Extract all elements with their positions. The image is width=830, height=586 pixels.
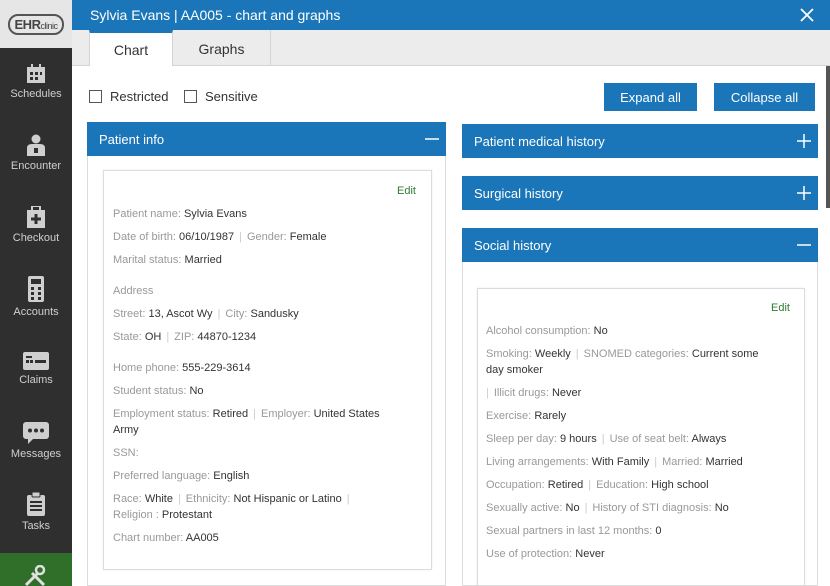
drugs-row: | Illicit drugs: Never [486,387,582,399]
sexual-activity-row: Sexually active: No | History of STI diagn… [486,502,729,514]
medical-history-title: Patient medical history [474,133,605,149]
ssn-row: SSN: [113,447,139,459]
restricted-label: Restricted [110,89,169,104]
language-row: Preferred language: English [113,470,250,482]
social-history-title: Social history [474,237,552,253]
title-bar: Sylvia Evans | AA005 - chart and graphs [72,0,830,30]
social-history-edit-link[interactable]: Edit [771,302,790,314]
nav-label-tasks: Tasks [21,520,51,532]
sensitive-filter[interactable]: Sensitive [184,89,258,104]
surgical-history-title: Surgical history [474,185,563,201]
alcohol-row: Alcohol consumption: No [486,325,608,337]
phone-row: Home phone: 555-229-3614 [113,362,251,374]
nav-item-tools[interactable] [0,553,72,586]
nav-item-tasks[interactable]: Tasks [0,492,72,532]
logo-suffix: clinic [40,20,58,31]
patient-info-card: Edit Patient name: Sylvia Evans Date of … [103,170,432,570]
logo-text: EHR [14,16,41,32]
surgical-history-header[interactable]: Surgical history [462,176,818,210]
restricted-filter[interactable]: Restricted [89,89,169,104]
chart-content: Restricted Sensitive Expand all Collapse… [72,66,830,586]
nav-item-accounts[interactable]: Accounts [0,276,72,318]
smoking-row: Smoking: Weekly | SNOMED categories: Curre… [486,348,759,360]
patient-info-title: Patient info [99,131,165,147]
chart-number-row: Chart number: AA005 [113,532,219,544]
sidebar: EHRclinic Schedules Encounter Checkout A… [0,0,72,586]
tab-graphs[interactable]: Graphs [173,30,271,67]
nav-item-schedules[interactable]: Schedules [0,64,72,100]
social-history-card: Edit Alcohol consumption: No Smoking: We… [477,288,805,586]
medkit-icon [27,206,45,228]
scrollbar[interactable] [826,66,830,208]
patient-info-header[interactable]: Patient info [87,122,446,156]
expand-icon[interactable] [796,185,812,201]
occupation-row: Occupation: Retired | Education: High scho… [486,479,709,491]
sensitive-label: Sensitive [205,89,258,104]
dob-row: Date of birth: 06/10/1987 | Gender: Female [113,231,327,243]
social-history-header[interactable]: Social history [462,228,818,262]
calendar-icon [27,64,45,83]
expand-icon[interactable] [796,133,812,149]
patient-name-row: Patient name: Sylvia Evans [113,208,247,220]
student-row: Student status: No [113,385,204,397]
main-area: Sylvia Evans | AA005 - chart and graphs … [72,0,830,586]
nav-label-messages: Messages [10,448,62,460]
sensitive-checkbox[interactable] [184,90,197,103]
close-icon[interactable] [798,6,816,24]
marital-row: Marital status: Married [113,254,222,266]
doctor-icon [27,134,45,156]
tab-bar: Chart Graphs [72,30,830,67]
nav-label-encounter: Encounter [10,160,62,172]
social-history-body: Edit Alcohol consumption: No Smoking: We… [462,262,818,586]
nav-label-checkout: Checkout [12,232,60,244]
calculator-icon [28,276,44,302]
nav-item-checkout[interactable]: Checkout [0,206,72,244]
patient-info-body: Edit Patient name: Sylvia Evans Date of … [87,156,446,586]
clipboard-icon [27,492,45,516]
religion-row: Religion : Protestant [113,509,213,521]
nav-label-claims: Claims [19,374,53,386]
nav-label-accounts: Accounts [13,306,59,318]
state-row: State: OH | ZIP: 44870-1234 [113,331,257,343]
collapse-icon[interactable] [424,131,440,147]
card-icon [23,352,49,370]
partners-row: Sexual partners in last 12 months: 0 [486,525,662,537]
nav-label-schedules: Schedules [10,88,62,100]
nav-item-claims[interactable]: Claims [0,352,72,386]
nav-item-messages[interactable]: Messages [0,422,72,460]
restricted-checkbox[interactable] [89,90,102,103]
living-row: Living arrangements: With Family | Married… [486,456,743,468]
medical-history-header[interactable]: Patient medical history [462,124,818,158]
expand-all-button[interactable]: Expand all [604,83,697,111]
collapse-icon[interactable] [796,237,812,253]
protection-row: Use of protection: Never [486,548,605,560]
exercise-row: Exercise: Rarely [486,410,567,422]
patient-info-edit-link[interactable]: Edit [397,185,416,197]
tab-chart[interactable]: Chart [89,30,173,67]
smoking-row-cont: day smoker [486,364,543,376]
tools-icon [24,565,46,586]
address-heading: Address [113,285,154,297]
employment-row: Employment status: Retired | Employer: Uni… [113,408,380,420]
app-logo[interactable]: EHRclinic [0,0,72,48]
collapse-all-button[interactable]: Collapse all [714,83,815,111]
chat-icon [23,422,49,444]
window-title: Sylvia Evans | AA005 - chart and graphs [90,7,341,23]
street-row: Street: 13, Ascot Wy | City: Sandusky [113,308,299,320]
race-row: Race: White | Ethnicity: Not Hispanic or L… [113,493,350,505]
sleep-row: Sleep per day: 9 hours | Use of seat belt:… [486,433,727,445]
nav-item-encounter[interactable]: Encounter [0,134,72,172]
employer-row-cont: Army [113,424,139,436]
